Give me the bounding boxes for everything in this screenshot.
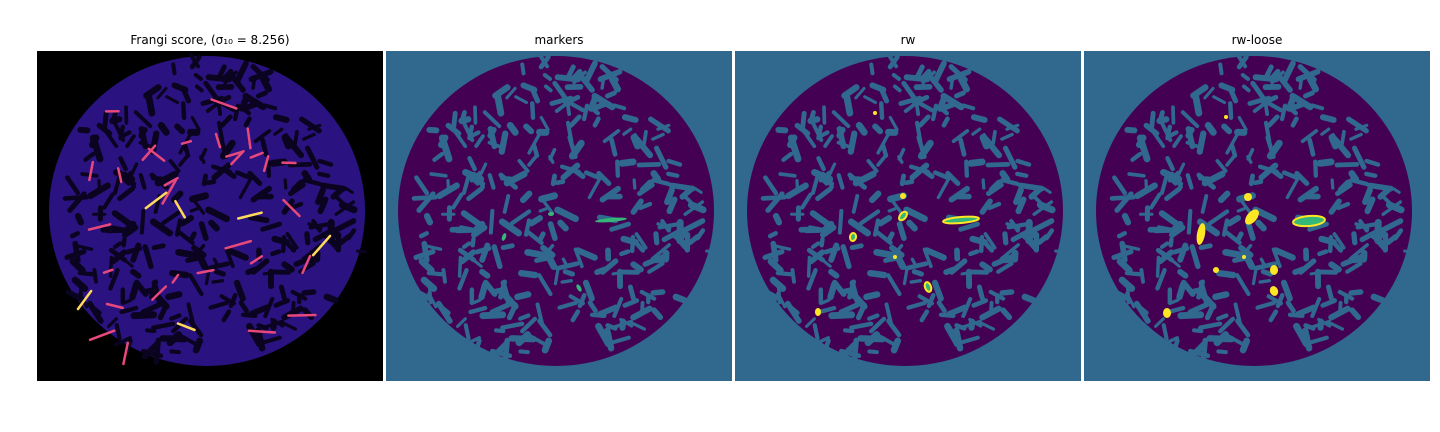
rw-loose-panel-title: rw-loose bbox=[1231, 33, 1283, 47]
frangi-score-panel bbox=[37, 51, 383, 381]
rw-loose-image bbox=[1084, 51, 1430, 381]
rw-panel-title: rw bbox=[900, 33, 916, 47]
markers-panel bbox=[386, 51, 732, 381]
rw-panel bbox=[735, 51, 1081, 381]
markers-image bbox=[386, 51, 732, 381]
rw-image bbox=[735, 51, 1081, 381]
markers-panel-title: markers bbox=[534, 33, 584, 47]
frangi-score-image bbox=[37, 51, 383, 381]
frangi-panel-title: Frangi score, (σ₁₀ = 8.256) bbox=[130, 33, 290, 47]
rw-loose-panel bbox=[1084, 51, 1430, 381]
